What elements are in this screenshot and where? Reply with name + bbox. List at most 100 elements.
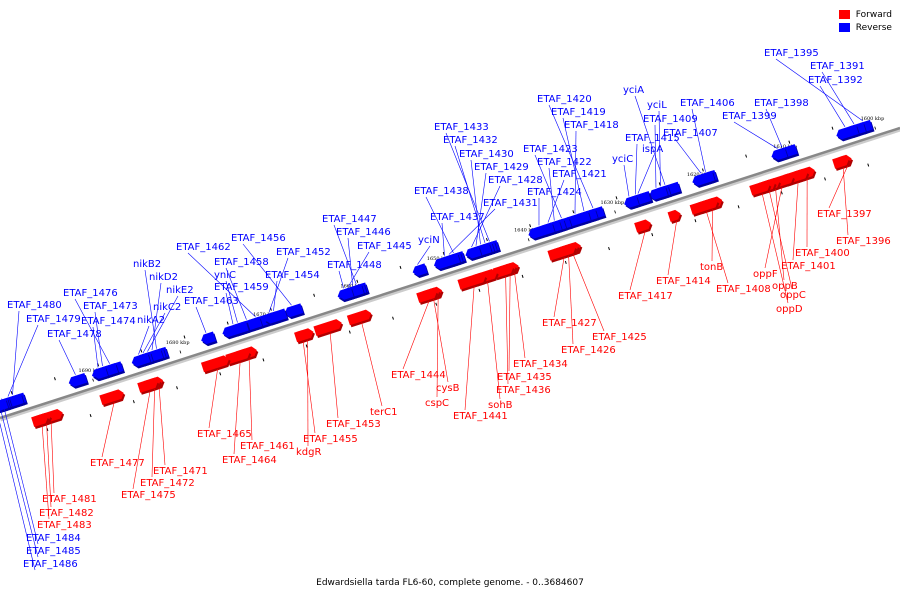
reverse-gene-label: ETAF_1406 bbox=[680, 98, 735, 109]
reverse-gene-label: ETAF_1420 bbox=[537, 94, 592, 105]
reverse-gene-label: ETAF_1474 bbox=[81, 316, 136, 327]
leader-line bbox=[562, 117, 585, 211]
gene-labels: ETAF_1395 ETAF_1391 ETAF_1392 ETAF_1398 ETAF… bbox=[7, 48, 891, 570]
feature-mark bbox=[435, 302, 438, 306]
leader-line bbox=[667, 220, 677, 276]
leader-line bbox=[58, 339, 76, 375]
leader-line bbox=[792, 181, 799, 261]
feature-mark bbox=[348, 330, 351, 334]
forward-gene-label: ETAF_1400 bbox=[795, 248, 850, 259]
forward-gene-arrow bbox=[99, 389, 124, 405]
leader-line bbox=[464, 286, 475, 411]
reverse-gene-arrow bbox=[68, 372, 88, 387]
reverse-gene-label: ETAF_1415 bbox=[625, 133, 680, 144]
leader-line bbox=[574, 130, 577, 214]
leader-line bbox=[225, 292, 234, 325]
leader-line bbox=[764, 186, 783, 269]
reverse-gene-label: yniC bbox=[214, 270, 236, 281]
reverse-gene-label: ETAF_1476 bbox=[63, 288, 118, 299]
feature-mark bbox=[176, 386, 178, 390]
leader-line bbox=[487, 281, 501, 400]
forward-gene-arrow bbox=[547, 243, 576, 261]
leader-line bbox=[706, 211, 729, 284]
leader-line bbox=[151, 282, 162, 351]
forward-gene-label: oppD bbox=[776, 304, 803, 315]
leader-line bbox=[654, 124, 657, 188]
reverse-gene bbox=[0, 398, 10, 414]
leader-line bbox=[828, 165, 848, 209]
reverse-gene-label: ETAF_1432 bbox=[443, 135, 498, 146]
reverse-gene-arrow bbox=[692, 170, 715, 186]
reverse-gene-label: ETAF_1419 bbox=[551, 107, 606, 118]
forward-gene-label: ETAF_1472 bbox=[140, 478, 195, 489]
forward-gene bbox=[416, 288, 439, 305]
forward-gene-label: terC1 bbox=[370, 407, 398, 418]
reverse-gene-label: nikA2 bbox=[137, 315, 165, 326]
backbone-shadow bbox=[0, 128, 900, 422]
forward-gene-label: oppB bbox=[772, 281, 798, 292]
tick-label: 1600 kbp bbox=[861, 116, 885, 122]
reverse-gene-label: ETAF_1431 bbox=[483, 198, 538, 209]
feature-mark bbox=[53, 377, 56, 381]
reverse-gene-label: ETAF_1428 bbox=[488, 175, 543, 186]
leader-line bbox=[242, 243, 292, 306]
leader-line bbox=[101, 402, 115, 458]
forward-gene-arrow bbox=[346, 309, 372, 326]
legend-reverse-label: Reverse bbox=[855, 22, 892, 33]
reverse-gene bbox=[222, 320, 251, 340]
feature-mark bbox=[824, 177, 826, 181]
tick-mark bbox=[179, 350, 182, 354]
leader-line bbox=[534, 154, 562, 219]
forward-gene bbox=[137, 378, 160, 395]
leader-line bbox=[302, 341, 316, 434]
forward-gene bbox=[99, 389, 126, 407]
feature-mark bbox=[89, 414, 92, 418]
leader-line bbox=[514, 273, 526, 359]
forward-gene-label: ETAF_1455 bbox=[303, 434, 358, 445]
leader-line bbox=[448, 208, 496, 255]
forward-gene-label: tonB bbox=[700, 262, 723, 273]
leader-line bbox=[74, 298, 110, 364]
leader-line bbox=[225, 280, 238, 323]
reverse-gene bbox=[338, 287, 356, 302]
leader-line bbox=[658, 110, 661, 187]
leader-line bbox=[361, 322, 383, 407]
forward-gene bbox=[689, 197, 720, 217]
reverse-gene-label: yciC bbox=[612, 154, 633, 165]
leader-line bbox=[248, 358, 253, 441]
forward-gene-arrow bbox=[634, 219, 651, 233]
forward-gene bbox=[31, 413, 50, 429]
feature-mark bbox=[701, 168, 704, 172]
reverse-gene-arrow bbox=[0, 398, 9, 411]
leader-line bbox=[425, 196, 454, 254]
leader-line bbox=[765, 108, 783, 148]
reverse-gene bbox=[201, 331, 218, 347]
leader-line bbox=[138, 325, 150, 355]
reverse-gene-label: ETAF_1392 bbox=[808, 75, 863, 86]
reverse-gene-label: ETAF_1430 bbox=[459, 149, 514, 160]
leader-line bbox=[347, 251, 370, 288]
leader-line bbox=[470, 159, 481, 245]
feature-mark bbox=[608, 246, 610, 251]
leader-line bbox=[629, 231, 646, 291]
reverse-gene-arrow bbox=[131, 352, 151, 367]
leader-line bbox=[12, 310, 20, 396]
leader-line bbox=[233, 361, 241, 455]
forward-gene bbox=[346, 309, 373, 328]
feature-mark bbox=[305, 344, 308, 348]
reverse-gene-arrow bbox=[284, 303, 304, 318]
reverse-gene bbox=[131, 352, 152, 369]
label-leader-lines bbox=[0, 58, 864, 571]
backbone-line bbox=[0, 126, 900, 420]
gene-arrows bbox=[0, 119, 875, 432]
leader-line bbox=[151, 389, 155, 478]
forward-gene bbox=[457, 272, 488, 292]
reverse-gene bbox=[284, 303, 305, 320]
reverse-swatch bbox=[838, 23, 850, 32]
reverse-gene bbox=[836, 124, 861, 142]
forward-gene bbox=[832, 155, 851, 171]
leader-line bbox=[195, 306, 207, 333]
reverse-gene-label: ETAF_1422 bbox=[537, 157, 592, 168]
forward-gene-label: ETAF_1461 bbox=[240, 441, 295, 452]
forward-gene bbox=[667, 209, 683, 224]
